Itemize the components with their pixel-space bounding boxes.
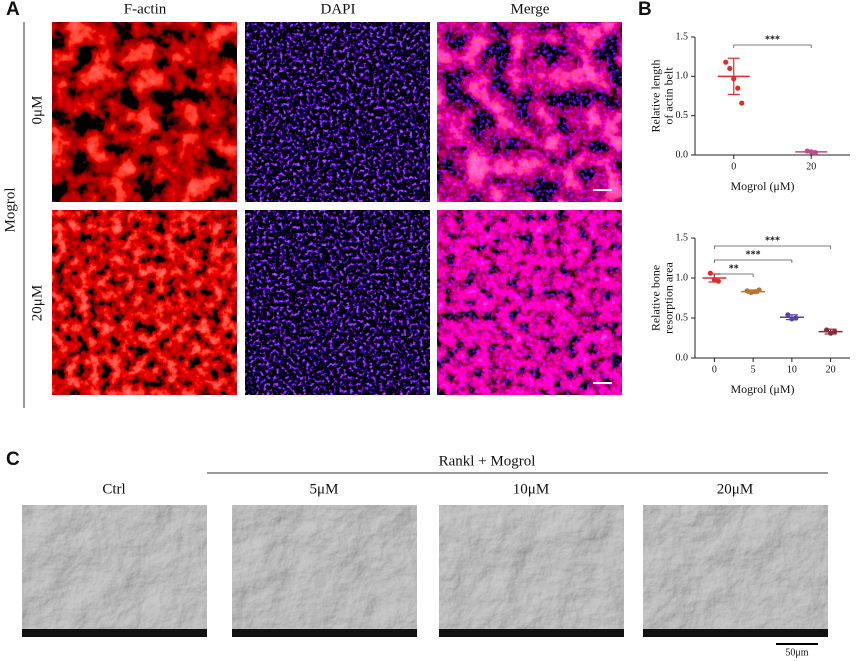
column-header: 5μM bbox=[310, 481, 339, 497]
micrograph bbox=[245, 22, 430, 202]
info-strip bbox=[643, 629, 828, 637]
column-header: DAPI bbox=[320, 1, 355, 17]
micrograph bbox=[437, 22, 622, 202]
data-point bbox=[804, 148, 810, 154]
data-point bbox=[707, 270, 713, 276]
y-axis-label: Relative bone bbox=[648, 265, 662, 331]
row-label: 0μM bbox=[29, 96, 45, 125]
x-tick-label: 10 bbox=[787, 364, 797, 375]
y-tick-label: 0.5 bbox=[676, 312, 689, 323]
significance-label: ** bbox=[729, 263, 739, 274]
column-header: F-actin bbox=[124, 1, 167, 17]
info-strip bbox=[439, 629, 624, 637]
x-tick-label: 0 bbox=[731, 161, 736, 172]
x-axis-label: Mogrol (μM) bbox=[730, 382, 794, 396]
y-tick-label: 1.0 bbox=[676, 272, 689, 283]
x-tick-label: 5 bbox=[751, 364, 756, 375]
data-point bbox=[739, 100, 745, 106]
column-header: Merge bbox=[511, 1, 550, 17]
data-point bbox=[824, 327, 830, 333]
data-point bbox=[812, 150, 818, 156]
significance-bracket bbox=[733, 44, 812, 48]
x-tick-label: 20 bbox=[806, 161, 816, 172]
sem-image bbox=[643, 505, 828, 637]
data-point bbox=[723, 59, 729, 65]
y-tick-label: 0.5 bbox=[676, 110, 689, 121]
data-point bbox=[785, 312, 791, 318]
row-label: 20μM bbox=[29, 285, 45, 321]
data-point bbox=[793, 315, 799, 321]
data-point bbox=[808, 149, 814, 155]
significance-label: *** bbox=[746, 249, 761, 260]
data-point bbox=[748, 289, 754, 295]
y-tick-label: 1.5 bbox=[676, 31, 689, 42]
column-header: 10μM bbox=[513, 481, 549, 497]
y-tick-label: 0.0 bbox=[676, 352, 689, 363]
y-tick-label: 0.0 bbox=[676, 149, 689, 160]
y-tick-label: 1.0 bbox=[676, 71, 689, 82]
info-strip bbox=[22, 629, 207, 637]
data-point bbox=[727, 65, 733, 72]
column-header: Ctrl bbox=[102, 481, 125, 497]
significance-label: *** bbox=[765, 235, 780, 246]
data-point bbox=[715, 278, 721, 284]
data-point bbox=[756, 287, 762, 293]
column-header: 20μM bbox=[717, 481, 753, 497]
sem-image bbox=[232, 505, 417, 637]
significance-bracket bbox=[713, 273, 754, 277]
data-point bbox=[832, 329, 838, 335]
data-point bbox=[744, 288, 750, 294]
data-point bbox=[828, 330, 834, 336]
sem-images bbox=[22, 505, 828, 637]
group-label: Rankl + Mogrol bbox=[439, 453, 536, 469]
y-tick-label: 1.5 bbox=[676, 232, 689, 243]
significance-bracket bbox=[713, 245, 832, 249]
x-tick-label: 20 bbox=[826, 364, 836, 375]
group-label: Mogrol bbox=[2, 188, 18, 233]
data-point bbox=[752, 289, 758, 295]
micrograph bbox=[437, 210, 622, 395]
x-tick-label: 0 bbox=[712, 364, 717, 375]
sem-image bbox=[439, 505, 624, 637]
significance-bracket bbox=[713, 259, 793, 263]
data-point bbox=[711, 277, 717, 283]
data-point bbox=[789, 316, 795, 322]
sem-image bbox=[22, 505, 207, 637]
y-axis-label: Relative length bbox=[648, 60, 662, 133]
micrograph bbox=[52, 22, 237, 202]
y-axis-label: resorption area bbox=[661, 262, 675, 334]
micrograph bbox=[245, 210, 430, 395]
y-axis-label: of actin belt bbox=[661, 67, 675, 125]
panel-label: C bbox=[6, 449, 20, 470]
panel-label: A bbox=[6, 0, 20, 20]
panel-label: B bbox=[638, 0, 652, 20]
micrograph bbox=[52, 210, 237, 395]
data-point bbox=[731, 76, 737, 82]
x-axis-label: Mogrol (μM) bbox=[730, 179, 794, 193]
scale-bar-label: 50μm bbox=[785, 647, 808, 658]
significance-label: *** bbox=[765, 34, 780, 45]
info-strip bbox=[232, 629, 417, 637]
data-point bbox=[735, 85, 741, 91]
